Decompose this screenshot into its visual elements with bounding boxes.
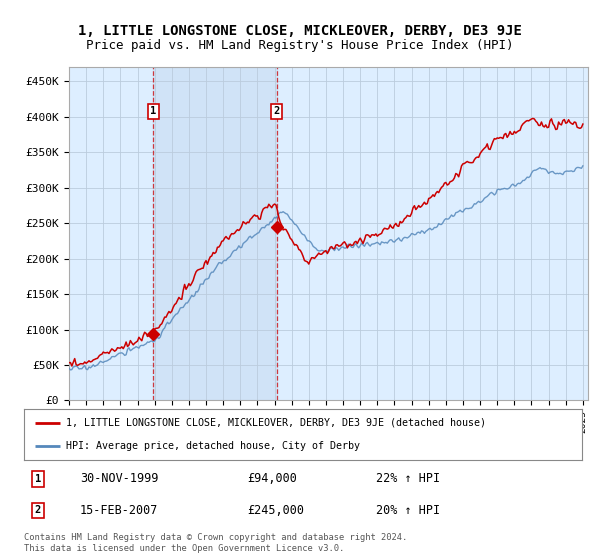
Text: 1: 1 (35, 474, 41, 484)
Text: Contains HM Land Registry data © Crown copyright and database right 2024.
This d: Contains HM Land Registry data © Crown c… (24, 533, 407, 553)
Text: 20% ↑ HPI: 20% ↑ HPI (376, 504, 440, 517)
Text: Price paid vs. HM Land Registry's House Price Index (HPI): Price paid vs. HM Land Registry's House … (86, 39, 514, 53)
Text: £94,000: £94,000 (247, 472, 297, 486)
Text: 1: 1 (150, 106, 157, 116)
Text: 2: 2 (35, 506, 41, 515)
Text: 22% ↑ HPI: 22% ↑ HPI (376, 472, 440, 486)
Text: HPI: Average price, detached house, City of Derby: HPI: Average price, detached house, City… (66, 441, 360, 451)
Text: 1, LITTLE LONGSTONE CLOSE, MICKLEOVER, DERBY, DE3 9JE (detached house): 1, LITTLE LONGSTONE CLOSE, MICKLEOVER, D… (66, 418, 486, 428)
Text: 2: 2 (274, 106, 280, 116)
Text: 15-FEB-2007: 15-FEB-2007 (80, 504, 158, 517)
Bar (153, 67, 277, 400)
Text: 30-NOV-1999: 30-NOV-1999 (80, 472, 158, 486)
Text: 1, LITTLE LONGSTONE CLOSE, MICKLEOVER, DERBY, DE3 9JE: 1, LITTLE LONGSTONE CLOSE, MICKLEOVER, D… (78, 24, 522, 38)
Text: £245,000: £245,000 (247, 504, 304, 517)
